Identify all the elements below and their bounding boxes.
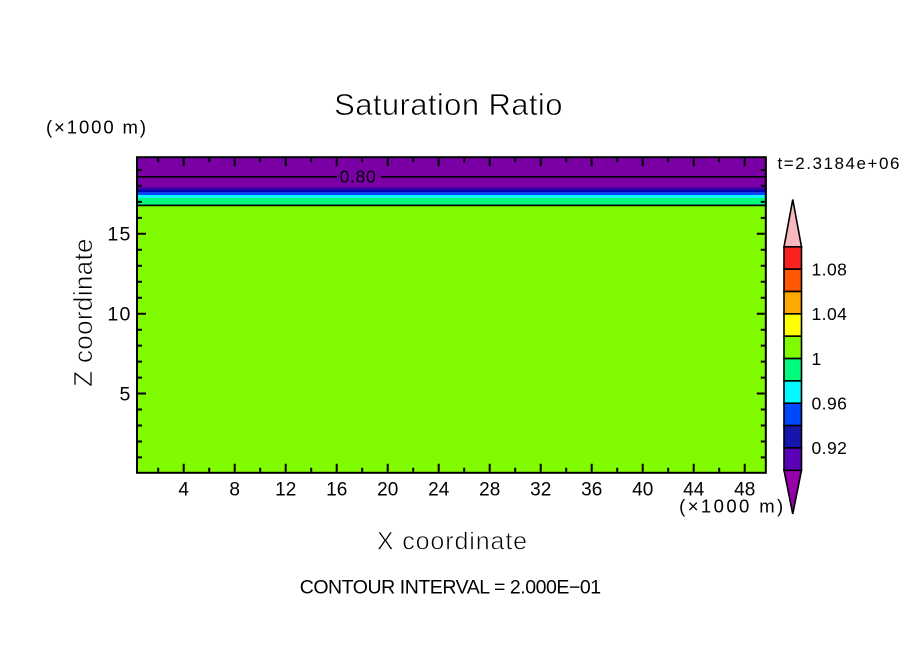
svg-text:X coordinate: X coordinate: [377, 528, 528, 556]
svg-text:1.08: 1.08: [812, 259, 848, 279]
svg-text:40: 40: [632, 480, 653, 501]
svg-text:12: 12: [275, 480, 296, 501]
svg-text:5: 5: [119, 383, 131, 405]
svg-text:24: 24: [428, 480, 450, 501]
svg-text:16: 16: [326, 480, 347, 501]
svg-text:32: 32: [530, 480, 551, 501]
svg-text:4: 4: [178, 480, 189, 501]
svg-text:0.96: 0.96: [812, 393, 848, 413]
svg-text:44: 44: [683, 480, 705, 501]
svg-text:Z coordinate: Z coordinate: [68, 238, 98, 387]
svg-text:15: 15: [107, 224, 131, 246]
svg-text:8: 8: [229, 480, 240, 501]
svg-text:0.80: 0.80: [340, 167, 377, 187]
svg-text:36: 36: [581, 480, 602, 501]
svg-text:0.92: 0.92: [812, 438, 848, 458]
svg-text:CONTOUR INTERVAL = 2.000E−01: CONTOUR INTERVAL = 2.000E−01: [300, 577, 601, 599]
svg-text:(×1000 m): (×1000 m): [679, 496, 785, 517]
svg-text:(×1000 m): (×1000 m): [46, 117, 148, 138]
svg-text:48: 48: [734, 480, 755, 501]
svg-text:Saturation Ratio: Saturation Ratio: [334, 87, 563, 122]
svg-text:10: 10: [107, 304, 131, 326]
svg-text:t=2.3184e+06: t=2.3184e+06: [777, 154, 901, 173]
svg-text:28: 28: [479, 480, 500, 501]
svg-text:1: 1: [812, 349, 822, 369]
svg-text:20: 20: [377, 480, 398, 501]
svg-text:1.04: 1.04: [812, 304, 848, 324]
